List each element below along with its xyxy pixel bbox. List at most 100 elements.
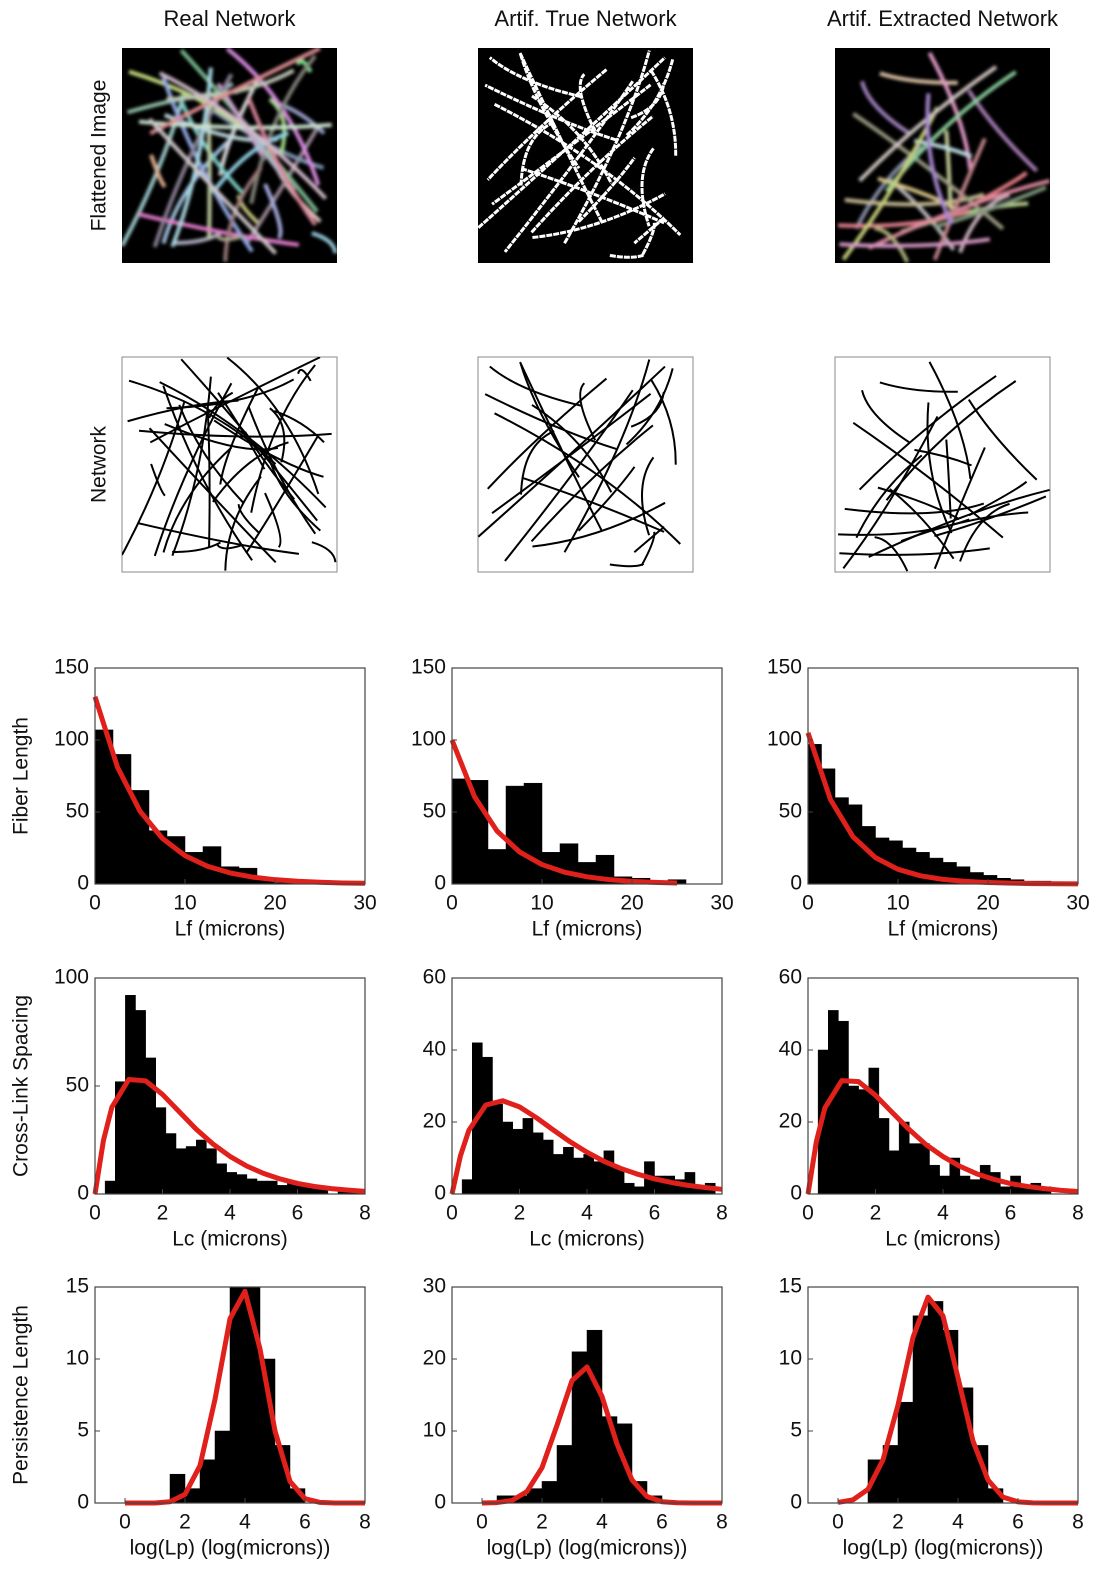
x-tick-label: 2 — [892, 1511, 904, 1534]
fiber — [860, 80, 911, 136]
y-axis-label: Cross-Link Spacing — [10, 995, 33, 1177]
fiber-image — [838, 51, 1050, 263]
network-fiber — [297, 368, 312, 382]
bar — [542, 1139, 554, 1195]
bar — [583, 1154, 594, 1195]
axes-box — [451, 1286, 723, 1504]
bar — [912, 1315, 929, 1504]
y-tick-label: 0 — [790, 872, 802, 895]
network-fiber — [926, 402, 953, 534]
fiber — [268, 97, 287, 154]
network-fiber — [520, 430, 555, 495]
network-fiber — [138, 429, 332, 438]
bar — [505, 785, 525, 885]
bar — [461, 1179, 473, 1195]
x-tick-label: 20 — [976, 892, 999, 915]
x-tick-label: 8 — [1072, 1511, 1084, 1534]
bar — [902, 847, 917, 885]
bar — [868, 1067, 880, 1195]
bar — [586, 1329, 603, 1504]
x-axis-label: Lf (microns) — [888, 918, 999, 941]
bar — [522, 1118, 534, 1195]
network-fiber — [159, 381, 327, 509]
bar — [559, 843, 579, 885]
y-axis-label: Persistence Length — [10, 1305, 33, 1485]
y-tick-label: 10 — [779, 1347, 802, 1370]
x-axis-label: log(Lp) (log(microns)) — [130, 1537, 331, 1560]
x-axis-label: Lf (microns) — [175, 918, 286, 941]
y-axis-label: Fiber Length — [10, 717, 33, 835]
x-tick-label: 4 — [952, 1511, 964, 1534]
bar — [512, 1128, 524, 1195]
x-tick-label: 0 — [802, 892, 814, 915]
bar — [277, 1185, 288, 1195]
x-tick-label: 4 — [581, 1202, 593, 1225]
bar — [919, 1143, 930, 1195]
x-tick-label: 10 — [886, 892, 909, 915]
network-fiber — [178, 404, 245, 504]
x-tick-label: 4 — [937, 1202, 949, 1225]
bar — [236, 1174, 248, 1195]
x-tick-label: 8 — [716, 1202, 728, 1225]
network-fiber — [934, 495, 1047, 537]
network-fiber — [264, 492, 282, 548]
bar — [909, 1143, 920, 1195]
network-fiber — [128, 379, 277, 465]
fiber-image — [478, 50, 682, 259]
fiber — [649, 69, 678, 156]
network-fiber — [563, 359, 651, 553]
x-tick-label: 6 — [1005, 1202, 1017, 1225]
fiber — [488, 56, 582, 99]
x-tick-label: 2 — [870, 1202, 882, 1225]
x-tick-label: 6 — [299, 1511, 311, 1534]
y-tick-label: 5 — [790, 1419, 802, 1442]
y-tick-label: 50 — [779, 800, 802, 823]
column-title: Artif. Extracted Network — [827, 6, 1059, 31]
network-image — [122, 357, 337, 571]
network-fiber — [928, 361, 972, 480]
network-fiber — [640, 531, 656, 567]
network-fiber — [491, 393, 652, 515]
fiber — [205, 98, 212, 239]
y-tick-label: 60 — [779, 966, 802, 989]
y-tick-label: 40 — [779, 1038, 802, 1061]
x-tick-label: 2 — [536, 1511, 548, 1534]
bar — [634, 1186, 645, 1195]
y-tick-label: 0 — [77, 1182, 89, 1205]
x-tick-label: 2 — [514, 1202, 526, 1225]
bar — [492, 1103, 503, 1195]
bar — [603, 1150, 615, 1195]
network-fiber — [874, 536, 909, 572]
network-fiber — [852, 421, 1004, 539]
network-fiber — [522, 476, 665, 533]
bar — [206, 1148, 217, 1195]
x-tick-label: 8 — [359, 1511, 371, 1534]
network-fiber — [519, 363, 580, 478]
bar — [165, 1133, 177, 1195]
network-fiber — [269, 407, 286, 463]
y-tick-label: 20 — [779, 1110, 802, 1133]
fiber — [858, 65, 998, 183]
bar — [214, 1430, 231, 1504]
network-fiber — [250, 364, 316, 513]
fiber — [161, 137, 233, 244]
network-fiber — [858, 375, 997, 491]
network-fiber — [213, 419, 324, 478]
network-fiber — [247, 406, 317, 535]
fit-curve — [92, 696, 366, 886]
fit-curve — [481, 1364, 722, 1506]
bar — [623, 1182, 635, 1195]
fiber — [852, 112, 1005, 231]
bar — [145, 1057, 156, 1195]
x-tick-label: 2 — [157, 1202, 169, 1225]
y-tick-label: 60 — [423, 966, 446, 989]
bar — [878, 1118, 890, 1195]
bar — [593, 1161, 605, 1195]
x-tick-label: 0 — [446, 1202, 458, 1225]
bar — [451, 778, 471, 885]
network-fiber — [877, 486, 960, 520]
bar — [523, 782, 543, 885]
bar — [196, 1139, 207, 1195]
x-axis-label: Lc (microns) — [172, 1228, 288, 1251]
